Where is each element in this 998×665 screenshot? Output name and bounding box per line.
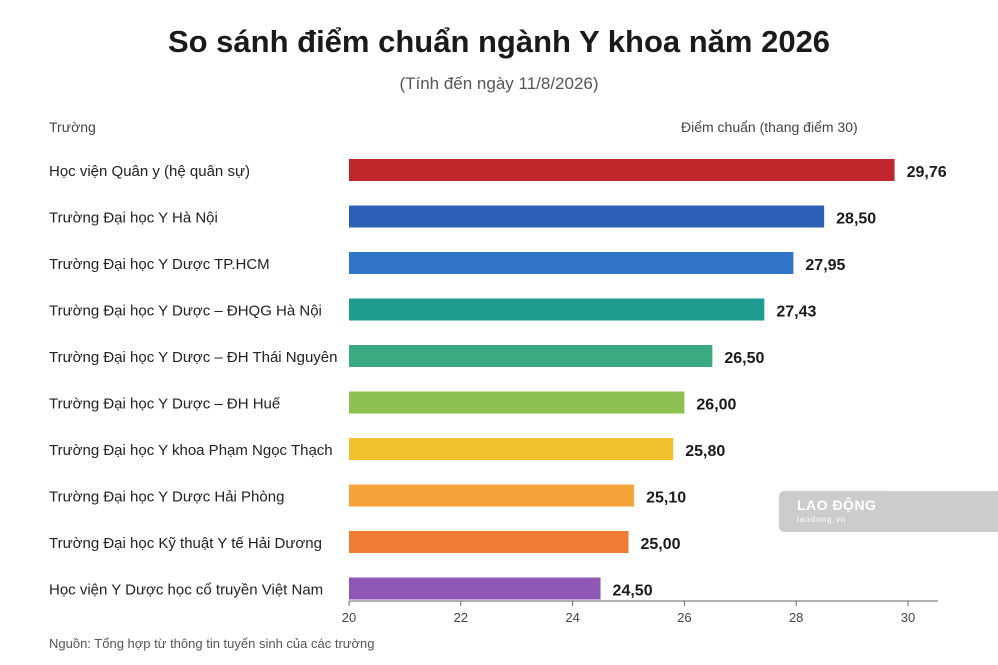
bar (349, 159, 895, 181)
category-label: Trường Đại học Kỹ thuật Y tế Hải Dương (49, 535, 322, 552)
chart-title: So sánh điểm chuẩn ngành Y khoa năm 2026 (167, 24, 831, 59)
x-tick-label: 24 (565, 610, 579, 625)
category-label: Trường Đại học Y khoa Phạm Ngọc Thạch (49, 442, 333, 459)
category-label: Trường Đại học Y Dược – ĐH Thái Nguyên (49, 349, 338, 366)
value-label: 26,50 (724, 350, 764, 367)
value-label: 29,76 (907, 164, 947, 181)
source-note: Nguồn: Tổng hợp từ thông tin tuyển sinh … (49, 636, 375, 651)
value-label: 27,43 (776, 304, 816, 321)
bar (349, 577, 601, 600)
category-label: Trường Đại học Y Dược Hải Phòng (49, 489, 284, 506)
bar (349, 531, 629, 553)
bar (349, 298, 765, 321)
laodong-watermark: LAO ĐỘNG laodong.vn (779, 491, 998, 532)
bar (349, 205, 825, 228)
value-label: 24,50 (613, 583, 653, 600)
x-tick-label: 30 (901, 610, 915, 625)
watermark-brand: LAO ĐỘNG (797, 497, 877, 513)
chart-subtitle: (Tính đến ngày 11/8/2026) (399, 74, 599, 93)
value-column-header: Điểm chuẩn (thang điểm 30) (681, 119, 858, 135)
category-label: Trường Đại học Y Dược TP.HCM (49, 256, 270, 273)
bar (349, 484, 635, 507)
bar (349, 391, 685, 414)
value-label: 28,50 (836, 211, 876, 228)
category-column-header: Trường (49, 119, 96, 135)
watermark-site: laodong.vn (797, 515, 847, 524)
category-label: Học viện Y Dược học cổ truyền Việt Nam (49, 582, 323, 599)
value-label: 27,95 (805, 257, 845, 274)
value-label: 26,00 (696, 397, 736, 414)
value-label: 25,00 (641, 536, 681, 553)
category-label: Trường Đại học Y Dược – ĐHQG Hà Nội (49, 303, 322, 320)
value-label: 25,80 (685, 443, 725, 460)
x-tick-label: 26 (677, 610, 691, 625)
bar (349, 345, 713, 367)
category-label: Trường Đại học Y Hà Nội (49, 210, 218, 227)
x-tick-label: 20 (342, 610, 356, 625)
bar (349, 252, 794, 274)
category-label: Trường Đại học Y Dược – ĐH Huế (49, 396, 281, 413)
x-tick-label: 28 (789, 610, 803, 625)
bar (349, 438, 674, 460)
category-label: Học viện Quân y (hệ quân sự) (49, 163, 250, 180)
value-label: 25,10 (646, 490, 686, 507)
x-tick-label: 22 (454, 610, 468, 625)
